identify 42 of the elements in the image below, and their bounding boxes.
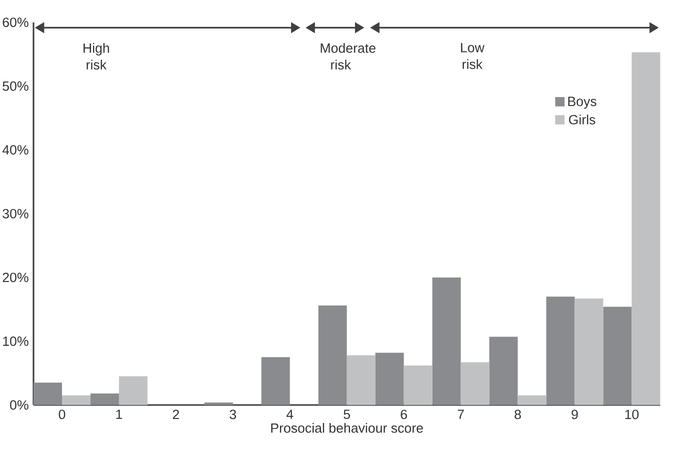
x-tick-label: 10 [625,410,639,420]
bar [261,357,290,405]
legend-label: Boys [568,96,596,109]
bar [460,362,490,405]
y-tick-label: 50% [2,81,28,91]
annotation: Low risk [461,43,484,70]
legend-label: Girls [569,114,596,124]
y-tick-label: 20% [2,272,28,282]
y-tick-label: 60% [2,18,28,28]
bar [375,352,404,405]
x-tick-label: 0 [58,410,66,420]
bar [546,296,575,405]
x-tick-label: 2 [172,410,179,420]
bar [518,395,546,405]
bar [118,376,148,405]
bar [603,306,632,405]
bar [574,298,604,405]
x-tick-label: 1 [116,410,122,419]
y-tick-label: 30% [2,208,28,218]
x-tick-label: 4 [286,410,294,419]
x-tick-label: 9 [572,410,578,420]
x-tick-label: 5 [344,410,350,420]
bar [62,395,90,405]
bar [34,382,62,405]
y-tick-label: 40% [2,145,28,155]
y-tick-label: 10% [3,336,28,346]
bar [204,402,233,405]
bar [346,355,376,405]
x-tick-label: 8 [514,410,521,420]
bar [489,336,518,405]
y-tick-label: 0% [10,400,28,410]
x-axis-title: Prosocial behaviour score [271,422,423,433]
bar [90,394,119,405]
annotation: High risk [84,43,110,70]
x-tick-label: 3 [230,410,236,420]
bar [432,277,461,405]
annotation: Moderate risk [320,43,376,70]
bar [632,52,660,405]
x-tick-label: 7 [458,410,464,419]
bar [318,306,347,405]
x-tick-label: 6 [400,410,407,420]
bar [404,365,432,405]
